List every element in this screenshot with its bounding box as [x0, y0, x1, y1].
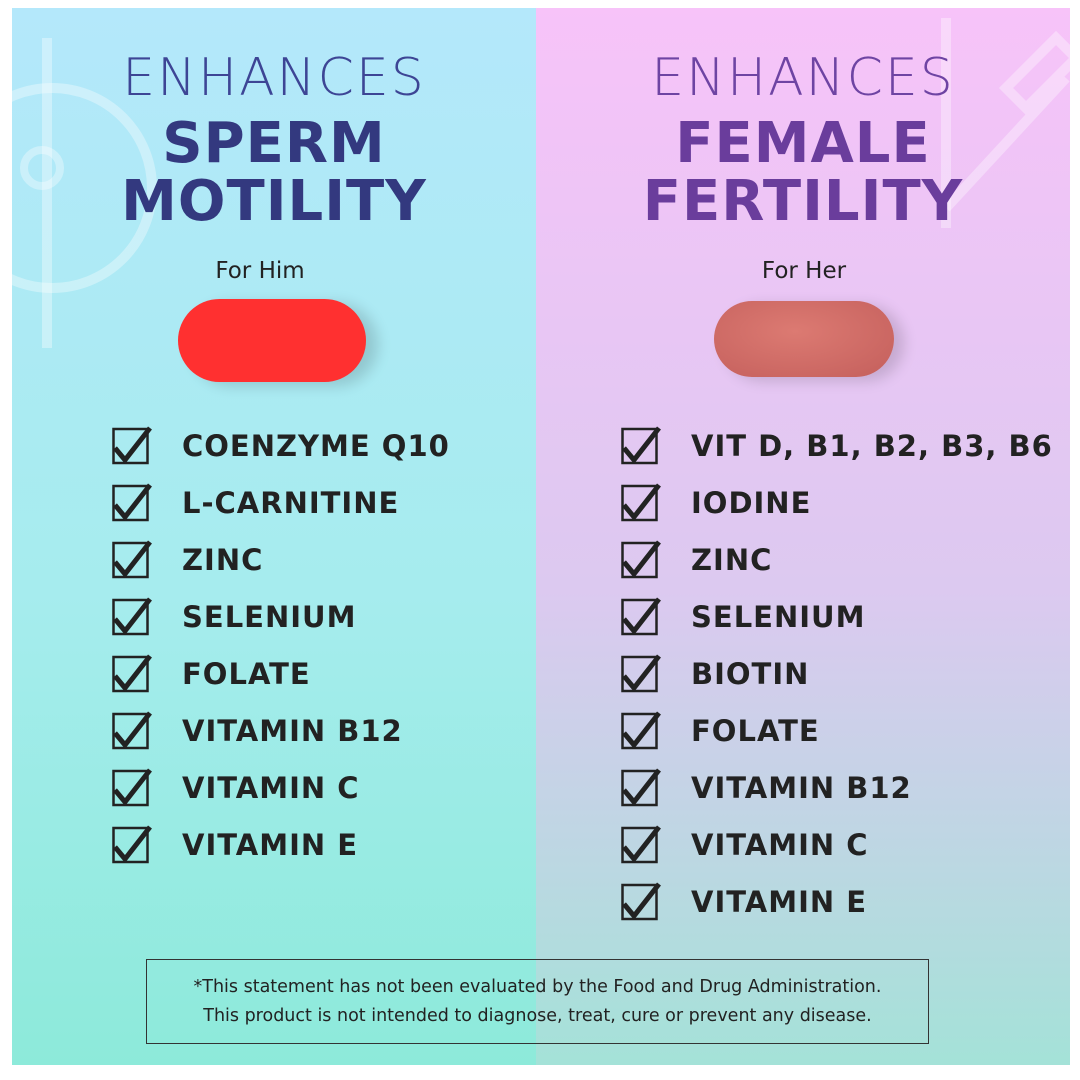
ingredient: VITAMIN B12 — [691, 771, 912, 805]
checkbox — [621, 654, 661, 693]
heading-bold: MOTILITY — [121, 169, 427, 234]
checklist-item: VITAMIN B12 — [112, 711, 403, 751]
checkbox — [112, 654, 152, 693]
checklist-item: VITAMIN E — [621, 882, 867, 922]
checklist-item: COENZYME Q10 — [112, 426, 450, 466]
ingredient: IODINE — [691, 486, 812, 520]
heading-light: ENHANCES — [651, 48, 955, 108]
checklist-item: VITAMIN C — [621, 825, 869, 865]
heading-light: ENHANCES — [122, 48, 426, 108]
checklist-item: VITAMIN E — [112, 825, 358, 865]
checklist-item: VITAMIN B12 — [621, 768, 912, 808]
ingredient: ZINC — [691, 543, 773, 577]
checkbox — [621, 483, 661, 522]
right-panel: ENHANCES FEMALE FERTILITY For Her VIT D,… — [536, 8, 1070, 1065]
ingredient: VITAMIN B12 — [182, 714, 403, 748]
checkbox — [112, 825, 152, 864]
checklist-item: SELENIUM — [112, 597, 356, 637]
ingredient: VIT D, B1, B2, B3, B6 — [691, 429, 1053, 463]
checkbox — [621, 597, 661, 636]
checklist-item: FOLATE — [621, 711, 820, 751]
checklist-item: SELENIUM — [621, 597, 865, 637]
disclaimer-box: *This statement has not been evaluated b… — [146, 959, 929, 1044]
disclaimer-text: This product is not intended to diagnose… — [203, 1006, 872, 1026]
checkbox — [112, 597, 152, 636]
checkbox — [621, 825, 661, 864]
ingredient: SELENIUM — [691, 600, 866, 634]
label: For Her — [761, 258, 847, 284]
ingredient: VITAMIN C — [691, 828, 869, 862]
checkbox — [112, 711, 152, 750]
heading-bold: FERTILITY — [642, 169, 964, 234]
ingredient: VITAMIN C — [182, 771, 360, 805]
checkbox — [621, 711, 661, 750]
disclaimer-text: *This statement has not been evaluated b… — [193, 977, 882, 997]
ingredient: SELENIUM — [182, 600, 357, 634]
ingredient: VITAMIN E — [691, 885, 868, 919]
checkbox — [621, 540, 661, 579]
ingredient: L-CARNITINE — [182, 486, 400, 520]
ingredient: BIOTIN — [691, 657, 810, 691]
pill — [178, 299, 366, 382]
pill — [714, 301, 894, 377]
checklist-item: ZINC — [621, 540, 772, 580]
checkbox — [112, 426, 152, 465]
left-panel: ENHANCES SPERM MOTILITY For Him COENZYME… — [12, 8, 536, 1065]
heading-bold: FEMALE — [675, 111, 931, 176]
ingredient: ZINC — [182, 543, 264, 577]
checkbox — [621, 768, 661, 807]
checkbox — [621, 882, 661, 921]
label: For Him — [215, 258, 305, 284]
checklist-item: L-CARNITINE — [112, 483, 399, 523]
checkbox — [112, 540, 152, 579]
checklist-item: FOLATE — [112, 654, 311, 694]
checkbox — [621, 426, 661, 465]
heading-bold: SPERM — [162, 111, 386, 176]
ingredient: VITAMIN E — [182, 828, 359, 862]
checkbox — [112, 768, 152, 807]
checklist-item: BIOTIN — [621, 654, 809, 694]
ingredient: FOLATE — [691, 714, 820, 748]
ingredient: FOLATE — [182, 657, 311, 691]
checklist-item: VIT D, B1, B2, B3, B6 — [621, 426, 1053, 466]
ingredient: COENZYME Q10 — [182, 429, 450, 463]
checklist-item: VITAMIN C — [112, 768, 360, 808]
checkbox — [112, 483, 152, 522]
checklist-item: IODINE — [621, 483, 811, 523]
checklist-item: ZINC — [112, 540, 263, 580]
